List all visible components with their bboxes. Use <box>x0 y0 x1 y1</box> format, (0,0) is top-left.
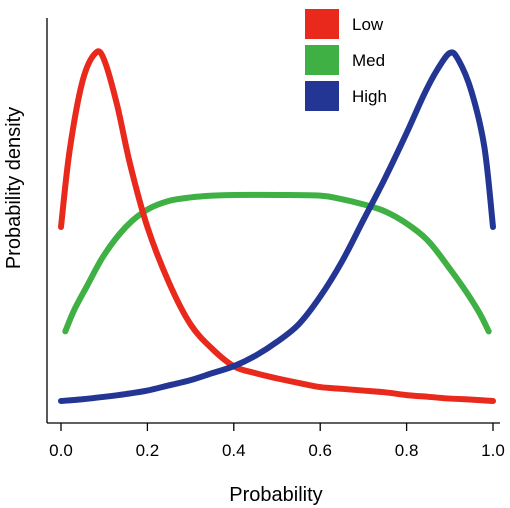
series-layer <box>58 48 496 404</box>
legend-label-high: High <box>352 87 387 106</box>
series-line-low <box>58 48 496 404</box>
x-tick-label: 0.2 <box>136 441 160 460</box>
legend-label-low: Low <box>352 15 384 34</box>
x-axis-title: Probability <box>229 484 322 506</box>
x-tick-label: 0.4 <box>222 441 246 460</box>
x-tick-label: 0.0 <box>49 441 73 460</box>
series-line-med <box>62 191 492 335</box>
y-axis-title: Probability density <box>3 107 25 269</box>
legend: Low Med High <box>305 9 387 111</box>
x-tick-label: 0.6 <box>308 441 332 460</box>
legend-label-med: Med <box>352 51 385 70</box>
legend-swatch-med <box>305 45 339 75</box>
x-ticks: 0.0 0.2 0.4 0.6 0.8 1.0 <box>49 423 505 460</box>
legend-swatch-high <box>305 81 339 111</box>
legend-swatch-low <box>305 9 339 39</box>
series-line-high <box>58 49 496 404</box>
x-tick-label: 0.8 <box>395 441 419 460</box>
x-tick-label: 1.0 <box>481 441 505 460</box>
